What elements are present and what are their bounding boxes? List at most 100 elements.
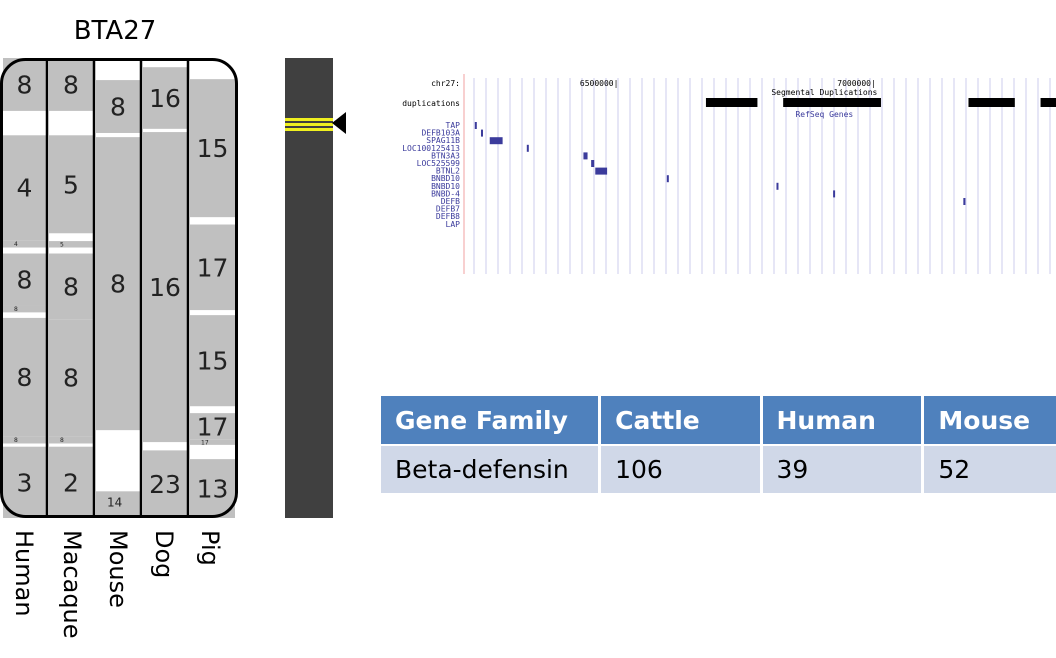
gene-feature [474,122,477,129]
gene-feature [666,175,669,183]
header-human: Human [761,396,925,445]
synteny-segment-label: 15 [197,134,229,163]
synteny-segment-label: 3 [17,468,33,497]
gene-label: BTN3A3 [431,151,460,160]
synteny-segment [190,224,235,311]
chromosome-title: BTA27 [73,16,157,46]
synteny-segment [190,413,235,440]
synteny-segment [3,305,46,313]
gene-feature [833,190,836,198]
ideogram-highlight [285,118,333,132]
gene-feature [595,167,608,175]
duplication-block [705,98,758,107]
synteny-segment [49,253,93,320]
synteny-segment [3,436,46,444]
cell-human: 39 [761,444,925,493]
header-cattle: Cattle [599,396,763,445]
gene-label: DEFB7 [436,205,460,214]
tick-label: 7000000| [837,79,876,88]
synteny-outline [0,58,238,518]
gene-label: BNBD10 [431,182,460,191]
synteny-segment [49,436,93,444]
species-label-pig: Pig [196,530,224,566]
gene-feature [963,198,966,205]
gene-label: DEFB8 [436,212,460,221]
synteny-segment-label: 8 [17,265,33,294]
gene-label: LAP [446,220,461,229]
species-label-dog: Dog [150,530,178,579]
synteny-segment-label: 17 [201,439,209,446]
synteny-segment-label: 14 [107,496,122,510]
synteny-segment-label: 8 [60,437,64,444]
position-label: chr27: [431,79,460,88]
synteny-segment [49,135,93,234]
synteny-segment-label: 15 [197,347,229,376]
gene-label: DEFB103A [421,129,460,138]
synteny-segment [96,137,140,431]
synteny-segment-label: 8 [17,70,33,99]
table-header-row: Gene Family Cattle Human Mouse [381,396,1056,445]
synteny-segment-label: 4 [14,241,18,248]
cell-mouse: 52 [922,444,1056,493]
synteny-segment-label: 5 [60,241,64,248]
synteny-segment [96,491,140,518]
tick-label: 6500000| [580,79,619,88]
synteny-segment [190,79,235,218]
synteny-segment-label: 16 [149,84,181,113]
gene-feature [489,137,503,145]
synteny-segment-label: 5 [63,170,79,199]
synteny-segment [143,450,187,518]
gene-label: BNBD10 [431,174,460,183]
synteny-segment [143,67,187,129]
synteny-segment [190,315,235,407]
gene-label: DEFB [441,197,460,206]
synteny-segment-label: 13 [197,475,229,504]
header-gene-family: Gene Family [381,396,602,445]
synteny-segment-label: 8 [17,363,33,392]
synteny-segment-label: 8 [14,306,18,313]
synteny-segment [3,446,46,518]
track-title-segdup: Segmental Duplications [771,88,877,97]
header-mouse: Mouse [922,396,1056,445]
synteny-segment [143,132,187,443]
species-label-human: Human [10,530,38,617]
cell-gene-family: Beta-defensin [381,444,602,493]
gene-label: TAP [446,121,461,130]
duplication-block [968,98,1015,107]
species-label-mouse: Mouse [104,530,132,608]
gene-feature [591,160,595,167]
gene-label: LOC100125413 [402,144,460,153]
synteny-segment [190,439,235,445]
synteny-segment-label: 8 [63,364,79,393]
species-label-macaque: Macaque [58,530,86,639]
synteny-segment-label: 8 [63,70,79,99]
synteny-segment [3,317,46,437]
table-row: Beta-defensin 106 39 52 [381,444,1056,493]
synteny-segment-label: 8 [63,272,79,301]
chromosome-ideogram [285,58,333,518]
gene-label: BTNL2 [436,167,460,176]
gene-family-table: Gene Family Cattle Human Mouse Beta-defe… [381,396,1056,493]
gene-feature [480,129,483,137]
synteny-segment-label: 2 [63,468,79,497]
genome-browser: chr27: 6500000| 7000000|Segmental Duplicat… [402,74,1056,274]
synteny-segment-label: 17 [197,253,229,282]
position-marker-icon [332,112,346,134]
synteny-segment [49,446,93,518]
gene-feature [526,144,529,152]
synteny-segment-label: 16 [149,273,181,302]
gene-label: BNBD-4 [431,189,460,198]
synteny-segment-label: 8 [110,270,126,299]
cell-cattle: 106 [599,444,763,493]
track-title-refseq: RefSeq Genes [795,110,853,119]
synteny-segment-label: 23 [149,470,181,499]
gene-feature [776,182,779,190]
duplication-block [1040,98,1056,107]
synteny-segment-label: 4 [17,174,33,203]
synteny-segment [3,135,46,241]
track-label-duplications: duplications [402,99,460,108]
gene-label: LOC525599 [417,159,461,168]
gene-label: SPAG11B [426,136,460,145]
gene-feature [583,152,588,160]
synteny-segment-label: 17 [197,412,229,441]
